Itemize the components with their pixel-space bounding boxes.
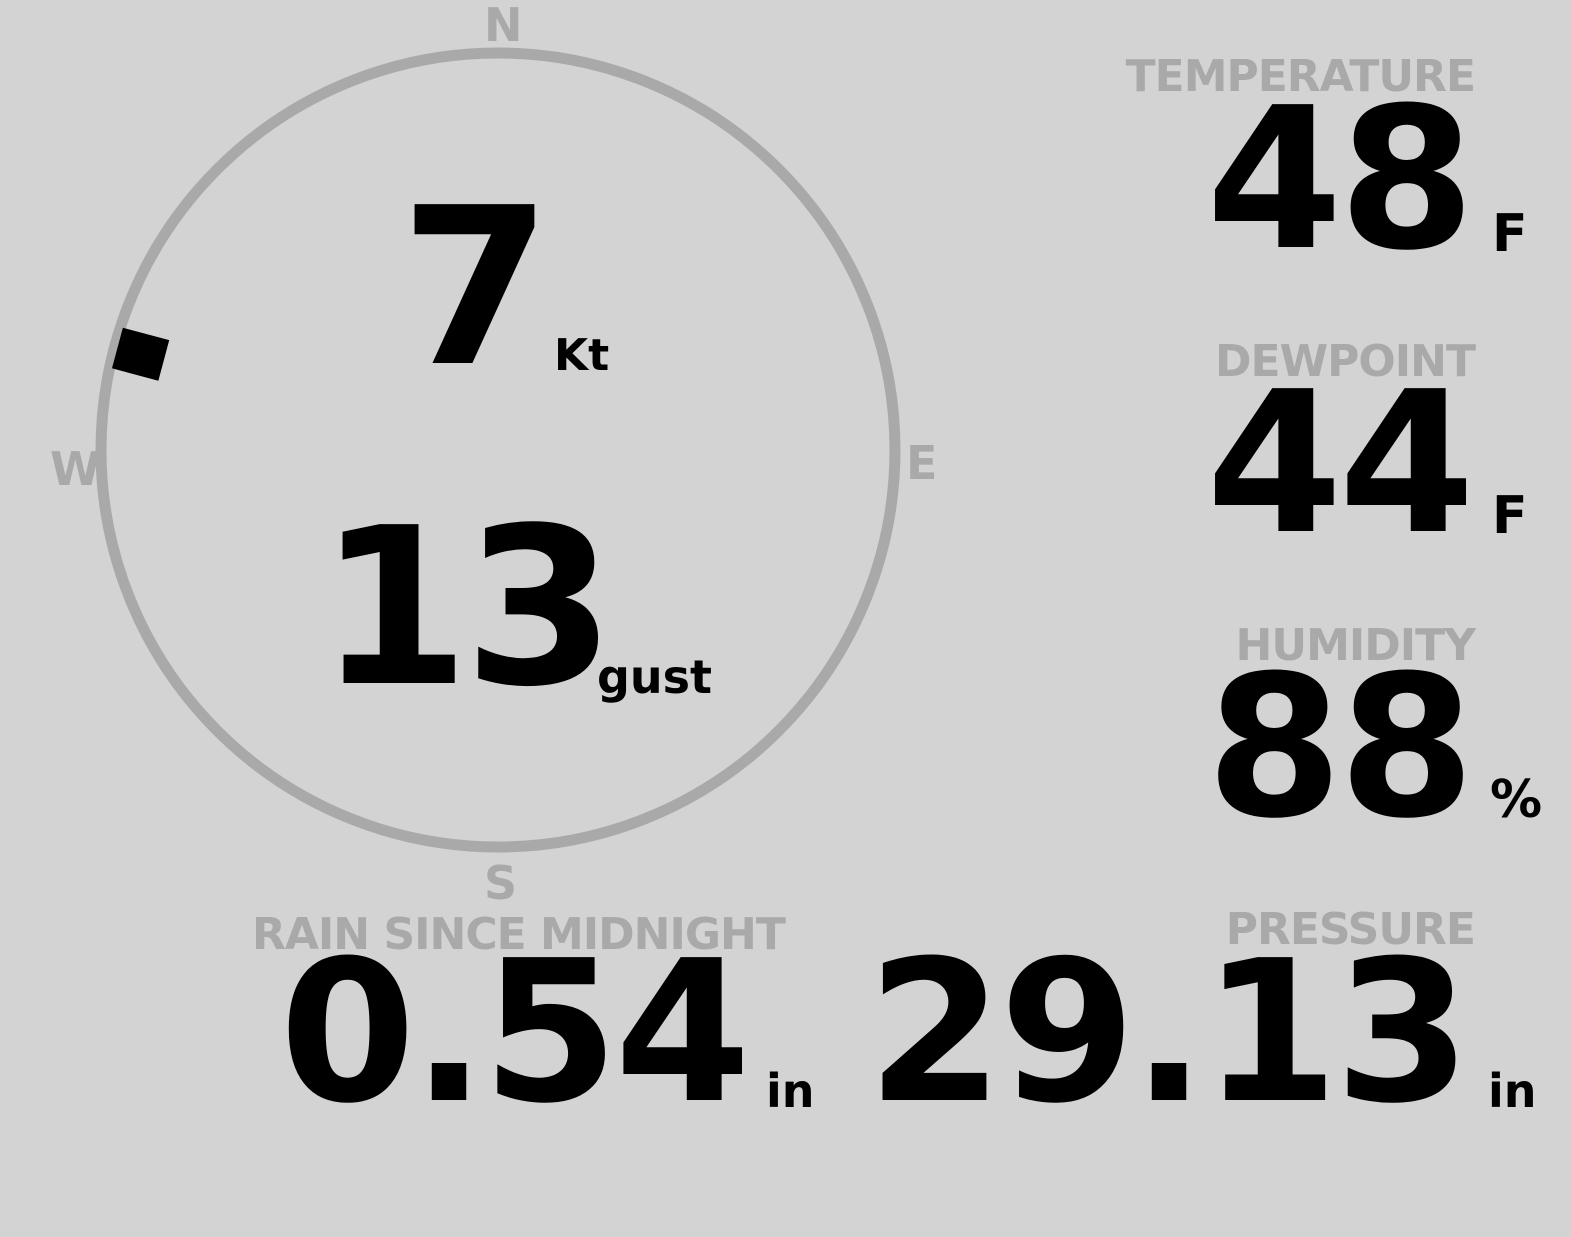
- wind-gust-value: 13: [318, 482, 615, 735]
- wind-direction-marker: [111, 327, 170, 381]
- rain-value: 0.54: [279, 919, 751, 1147]
- compass-south-label: S: [484, 856, 518, 910]
- humidity-unit: %: [1490, 770, 1543, 830]
- humidity-label: HUMIDITY: [1235, 620, 1476, 671]
- rain-unit: in: [766, 1064, 815, 1118]
- wind-speed-value: 7: [400, 162, 552, 415]
- dewpoint-value: 44: [1206, 350, 1475, 578]
- wind-compass: [95, 47, 901, 853]
- temperature-value: 48: [1206, 66, 1475, 294]
- pressure-label: PRESSURE: [1225, 904, 1476, 955]
- temperature-label: TEMPERATURE: [1125, 51, 1476, 102]
- wind-gust-unit: gust: [597, 650, 713, 704]
- compass-ring: [95, 47, 901, 853]
- humidity-value: 88: [1206, 634, 1475, 862]
- wind-speed-unit: Kt: [554, 330, 610, 381]
- dewpoint-label: DEWPOINT: [1215, 336, 1476, 387]
- compass-north-label: N: [484, 0, 523, 52]
- compass-east-label: E: [906, 436, 938, 490]
- temperature-unit: F: [1492, 204, 1528, 264]
- rain-label: RAIN SINCE MIDNIGHT: [252, 909, 786, 960]
- dewpoint-unit: F: [1492, 486, 1528, 546]
- pressure-value: 29.13: [867, 919, 1471, 1147]
- compass-west-label: W: [50, 442, 101, 496]
- pressure-unit: in: [1488, 1064, 1537, 1118]
